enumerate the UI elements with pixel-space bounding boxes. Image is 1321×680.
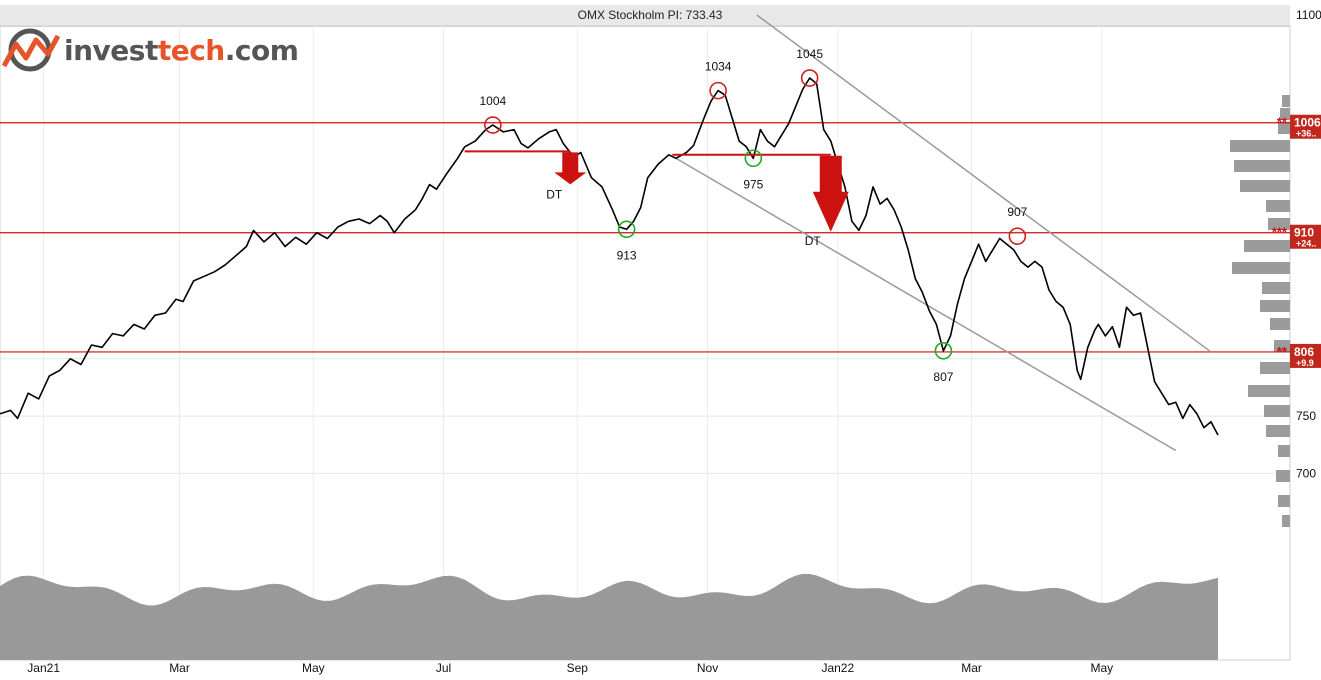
peak-marker bbox=[484, 116, 502, 134]
volume-profile-bar bbox=[1270, 318, 1290, 330]
y-tick-label: 1100 bbox=[1296, 8, 1321, 22]
peak-marker bbox=[800, 69, 819, 87]
volume-profile-bar bbox=[1266, 425, 1290, 437]
volume-profile-bar bbox=[1280, 108, 1290, 120]
trough-marker bbox=[934, 341, 953, 360]
resistance-tag bbox=[1290, 114, 1321, 139]
plot-frame bbox=[0, 25, 1291, 661]
x-tick-label: Jan22 bbox=[821, 661, 854, 675]
trend-channel-line bbox=[675, 157, 1177, 452]
volume-area bbox=[0, 573, 1218, 660]
double-top-label: DT bbox=[546, 187, 563, 201]
peak-label: 1034 bbox=[705, 60, 732, 74]
trend-channel-line bbox=[756, 14, 1212, 353]
volume-profile-bar bbox=[1260, 300, 1290, 312]
volume-profile-bar bbox=[1260, 362, 1290, 374]
logo-icon bbox=[2, 28, 61, 72]
volume-profile-bar bbox=[1268, 218, 1290, 230]
peak-label: 1045 bbox=[796, 47, 823, 61]
x-tick-label: Jul bbox=[436, 661, 451, 675]
volume-profile-bar bbox=[1276, 470, 1290, 482]
trough-label: 913 bbox=[617, 248, 637, 262]
volume-profile-bar bbox=[1282, 95, 1290, 107]
volume-profile-bar bbox=[1230, 140, 1290, 152]
resistance-percent: +36.. bbox=[1296, 129, 1316, 139]
resistance-percent: +24.. bbox=[1296, 239, 1316, 249]
volume-profile-bar bbox=[1266, 200, 1290, 212]
volume-profile-bar bbox=[1282, 515, 1290, 527]
logo-part3: .com bbox=[224, 34, 299, 67]
peak-marker bbox=[709, 81, 727, 100]
double-top-label: DT bbox=[805, 234, 822, 248]
volume-profile-bar bbox=[1274, 340, 1290, 352]
volume-profile-bar bbox=[1278, 122, 1290, 134]
peak-label: 907 bbox=[1007, 205, 1027, 219]
resistance-tag bbox=[1290, 224, 1321, 249]
double-top-arrow bbox=[554, 152, 587, 185]
volume-profile-bar bbox=[1264, 405, 1290, 417]
volume-profile-bar bbox=[1278, 445, 1290, 457]
chart-title: OMX Stockholm PI: 733.43 bbox=[577, 8, 723, 22]
volume-profile-bar bbox=[1278, 495, 1290, 507]
peak-label: 1004 bbox=[479, 94, 506, 108]
resistance-percent: +9.9 bbox=[1296, 358, 1314, 368]
resistance-value: 806 bbox=[1294, 345, 1314, 359]
resistance-value: 910 bbox=[1294, 226, 1314, 240]
trough-label: 975 bbox=[743, 177, 763, 191]
trough-label: 807 bbox=[933, 370, 953, 384]
volume-profile-bar bbox=[1248, 385, 1290, 397]
x-tick-label: Jan21 bbox=[27, 661, 60, 675]
volume-profile-bar bbox=[1262, 282, 1290, 294]
logo-text: investtech.com bbox=[64, 34, 299, 67]
logo-part2: tech bbox=[157, 34, 225, 67]
trough-marker bbox=[617, 220, 636, 239]
volume-profile-bar bbox=[1240, 180, 1290, 192]
x-tick-label: Mar bbox=[961, 661, 982, 675]
logo-part1: invest bbox=[64, 34, 158, 67]
resistance-stars: ** bbox=[1277, 344, 1288, 359]
peak-marker bbox=[1008, 227, 1027, 245]
double-top-arrow bbox=[812, 155, 849, 232]
resistance-value: 1006 bbox=[1294, 116, 1321, 130]
x-tick-label: Nov bbox=[697, 661, 718, 675]
resistance-stars: *** bbox=[1272, 225, 1288, 240]
y-tick-label: 750 bbox=[1296, 409, 1316, 423]
volume-profile-bar bbox=[1232, 262, 1290, 274]
resistance-tag bbox=[1290, 343, 1321, 368]
resistance-stars: ** bbox=[1277, 115, 1288, 130]
y-tick-label: 700 bbox=[1296, 466, 1316, 480]
x-tick-label: May bbox=[302, 661, 325, 675]
x-tick-label: Mar bbox=[169, 661, 190, 675]
investtech-logo: investtech.com bbox=[2, 28, 299, 72]
x-tick-label: May bbox=[1090, 661, 1113, 675]
x-tick-label: Sep bbox=[567, 661, 589, 675]
volume-profile-bar bbox=[1244, 240, 1290, 252]
volume-profile-bar bbox=[1234, 160, 1290, 172]
trough-marker bbox=[744, 149, 763, 168]
price-line bbox=[0, 77, 1219, 436]
